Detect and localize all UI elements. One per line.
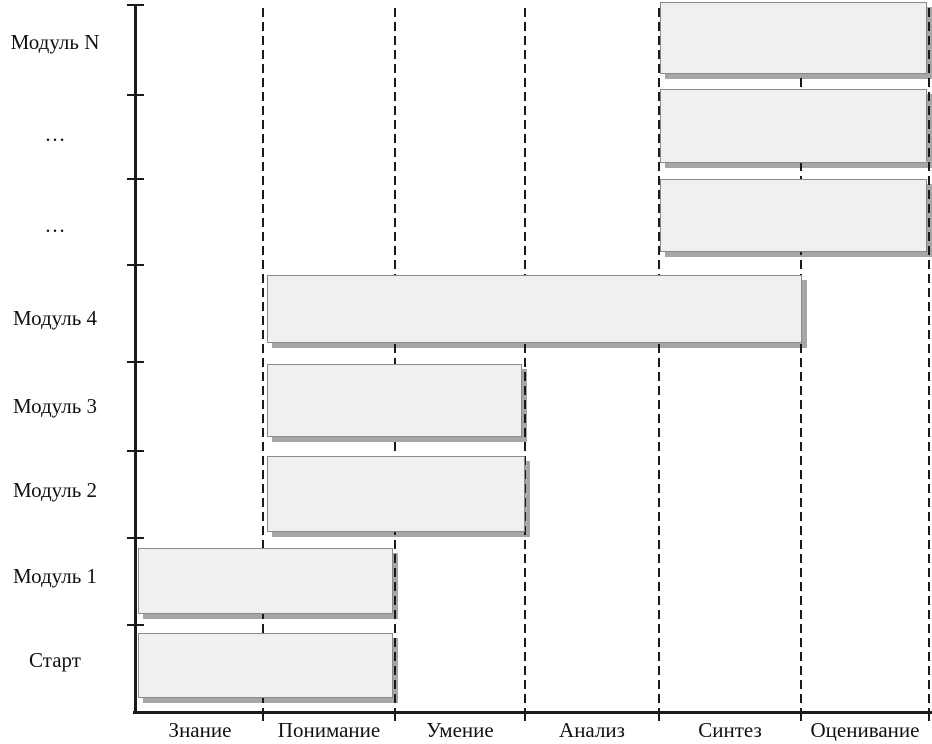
x-axis-tick xyxy=(928,714,930,721)
y-axis-tick xyxy=(127,361,144,363)
gantt-bar xyxy=(267,364,522,437)
x-axis-label: Умение xyxy=(426,718,494,742)
y-axis-label: Старт xyxy=(29,648,81,672)
x-axis-label: Оценивание xyxy=(810,718,920,742)
x-axis-label: Синтез xyxy=(698,718,762,742)
y-axis-label: Модуль 1 xyxy=(12,564,98,588)
gridline-dashed xyxy=(928,8,930,712)
y-axis-label: Модуль N xyxy=(10,30,100,54)
gridline-dashed xyxy=(394,8,396,712)
y-axis-label: Модуль 4 xyxy=(12,306,98,330)
y-axis-tick xyxy=(127,624,144,626)
y-axis-tick xyxy=(127,264,144,266)
x-axis-tick xyxy=(800,714,802,721)
x-axis-tick xyxy=(658,714,660,721)
x-axis-tick xyxy=(394,714,396,721)
gridline-dashed xyxy=(800,8,802,712)
x-axis-line xyxy=(133,711,932,714)
gantt-bar xyxy=(267,275,802,343)
y-axis-line xyxy=(134,4,137,714)
y-axis-tick xyxy=(127,4,144,6)
y-axis-label: Модуль 3 xyxy=(12,394,98,418)
x-axis-label: Знание xyxy=(168,718,232,742)
y-axis-label: Модуль 2 xyxy=(12,478,98,502)
gridline-dashed xyxy=(658,8,660,712)
gridline-dashed xyxy=(262,8,264,712)
y-axis-tick xyxy=(127,537,144,539)
gantt-bar xyxy=(660,2,927,74)
y-axis-label: … xyxy=(44,122,66,146)
gantt-bar xyxy=(138,633,393,698)
y-axis-tick xyxy=(127,94,144,96)
x-axis-tick xyxy=(262,714,264,721)
y-axis-tick xyxy=(127,450,144,452)
x-axis-tick xyxy=(524,714,526,721)
gantt-bar xyxy=(660,179,927,252)
gantt-bar xyxy=(138,548,393,614)
x-axis-label: Понимание xyxy=(277,718,381,742)
gridline-dashed xyxy=(524,8,526,712)
gantt-bar xyxy=(660,89,927,163)
y-axis-tick xyxy=(127,178,144,180)
gantt-bar xyxy=(267,456,525,532)
x-axis-label: Анализ xyxy=(559,718,625,742)
y-axis-label: … xyxy=(44,213,66,237)
